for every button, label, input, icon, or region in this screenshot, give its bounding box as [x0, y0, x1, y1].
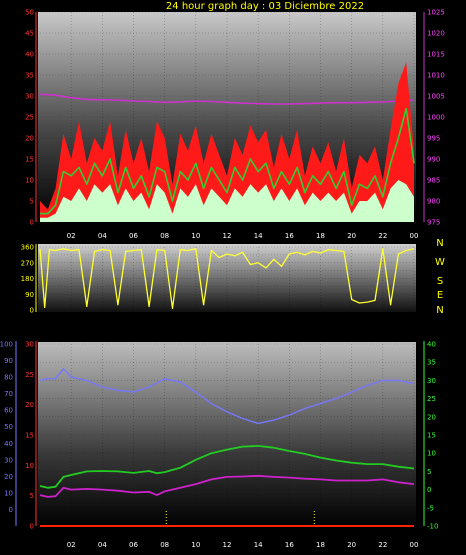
- temperature-line: [39, 444, 415, 489]
- y-right-tick-label: 40: [427, 341, 436, 349]
- wind-avg-line: [40, 107, 415, 215]
- y-right-tick-label: 990: [427, 156, 440, 164]
- y-right-tick-label: 1020: [427, 30, 445, 38]
- y-left-tick-label: 5: [30, 492, 34, 500]
- y-left-tick-label: 90: [25, 291, 34, 299]
- wind-direction-line: [39, 248, 415, 309]
- y-left-tick-label: 10: [25, 462, 34, 470]
- x-tick-label: 14: [254, 232, 263, 240]
- x-tick-label: 10: [191, 541, 200, 549]
- x-tick-label: 20: [347, 232, 356, 240]
- y-outer-tick-label: 60: [4, 407, 13, 415]
- x-tick-label: 06: [129, 541, 138, 549]
- y-left-tick-label: 50: [25, 9, 34, 17]
- y-outer-tick-label: 40: [4, 440, 13, 448]
- y-right-tick-label: 30: [427, 377, 436, 385]
- wind-speed-area: [40, 180, 414, 222]
- humidity-temperature-panel: [38, 342, 416, 527]
- y-right-tick-label: 975: [427, 219, 440, 227]
- y-left-tick-label: 30: [25, 341, 34, 349]
- x-tick-label: 18: [316, 541, 325, 549]
- y-outer-tick-label: 20: [4, 473, 13, 481]
- x-tick-label: 00: [410, 541, 419, 549]
- y-right-tick-label: -10: [427, 523, 438, 531]
- y-right-tick-label: 1000: [427, 114, 445, 122]
- y-left-tick-label: 270: [21, 259, 34, 267]
- x-tick-label: 04: [98, 541, 107, 549]
- chart-title: 24 hour graph day : 03 Diciembre 2022: [166, 1, 364, 12]
- y-right-tick-label: 10: [427, 450, 436, 458]
- y-right-tick-label: 1025: [427, 9, 445, 17]
- y-left-tick-label: 10: [25, 177, 34, 185]
- y-right-tick-label: 25: [427, 395, 436, 403]
- direction-label: S: [437, 276, 443, 287]
- y-right-tick-label: 15: [427, 432, 436, 440]
- y-left-tick-label: 5: [30, 198, 34, 206]
- y-outer-tick-label: 50: [4, 423, 13, 431]
- pressure-line: [39, 93, 415, 105]
- y-outer-tick-label: 30: [4, 456, 13, 464]
- y-outer-tick-label: 90: [4, 357, 13, 365]
- x-tick-label: 12: [223, 232, 232, 240]
- dewpoint-line: [39, 474, 415, 498]
- y-outer-tick-label: 10: [4, 489, 13, 497]
- y-outer-tick-label: 100: [0, 341, 13, 349]
- x-tick-label: 18: [316, 232, 325, 240]
- y-left-tick-label: 0: [30, 219, 34, 227]
- x-tick-label: 04: [98, 232, 107, 240]
- x-tick-label: 22: [378, 232, 387, 240]
- x-tick-label: 20: [347, 541, 356, 549]
- y-right-tick-label: -5: [427, 504, 434, 512]
- x-tick-label: 00: [410, 232, 419, 240]
- y-right-tick-label: 35: [427, 359, 436, 367]
- wind-gust-area: [40, 62, 414, 223]
- y-right-tick-label: 1010: [427, 72, 445, 80]
- direction-label: N: [436, 305, 443, 316]
- y-left-tick-label: 40: [25, 51, 34, 59]
- y-left-tick-label: 20: [25, 401, 34, 409]
- x-tick-label: 12: [223, 541, 232, 549]
- humidity-line: [39, 368, 415, 425]
- y-left-tick-label: 20: [25, 135, 34, 143]
- x-tick-label: 10: [191, 232, 200, 240]
- y-right-tick-label: 0: [427, 486, 431, 494]
- y-left-tick-label: 35: [25, 72, 34, 80]
- y-right-tick-label: 5: [427, 468, 431, 476]
- y-left-tick-label: 15: [25, 156, 34, 164]
- y-left-tick-label: 0: [30, 523, 34, 531]
- y-right-tick-label: 1015: [427, 51, 445, 59]
- x-tick-label: 16: [285, 232, 294, 240]
- x-tick-label: 08: [160, 541, 169, 549]
- y-outer-tick-label: 0: [9, 506, 13, 514]
- x-tick-label: 02: [67, 541, 76, 549]
- direction-label: W: [435, 257, 445, 268]
- x-tick-label: 06: [129, 232, 138, 240]
- x-tick-label: 22: [378, 541, 387, 549]
- y-left-tick-label: 30: [25, 93, 34, 101]
- y-outer-tick-label: 70: [4, 390, 13, 398]
- x-tick-label: 02: [67, 232, 76, 240]
- direction-label: E: [437, 290, 443, 301]
- y-right-tick-label: 1005: [427, 93, 445, 101]
- y-right-tick-label: 20: [427, 413, 436, 421]
- y-outer-tick-label: 80: [4, 374, 13, 382]
- direction-label: N: [436, 238, 443, 249]
- x-tick-label: 08: [160, 232, 169, 240]
- y-left-tick-label: 25: [25, 371, 34, 379]
- y-left-tick-label: 180: [21, 275, 34, 283]
- y-right-tick-label: 980: [427, 198, 440, 206]
- x-tick-label: 14: [254, 541, 263, 549]
- y-left-tick-label: 360: [21, 244, 34, 252]
- y-left-tick-label: 25: [25, 114, 34, 122]
- y-left-tick-label: 15: [25, 432, 34, 440]
- y-right-tick-label: 995: [427, 135, 440, 143]
- y-left-tick-label: 45: [25, 30, 34, 38]
- x-tick-label: 16: [285, 541, 294, 549]
- y-right-tick-label: 985: [427, 177, 440, 185]
- y-left-tick-label: 0: [30, 307, 34, 315]
